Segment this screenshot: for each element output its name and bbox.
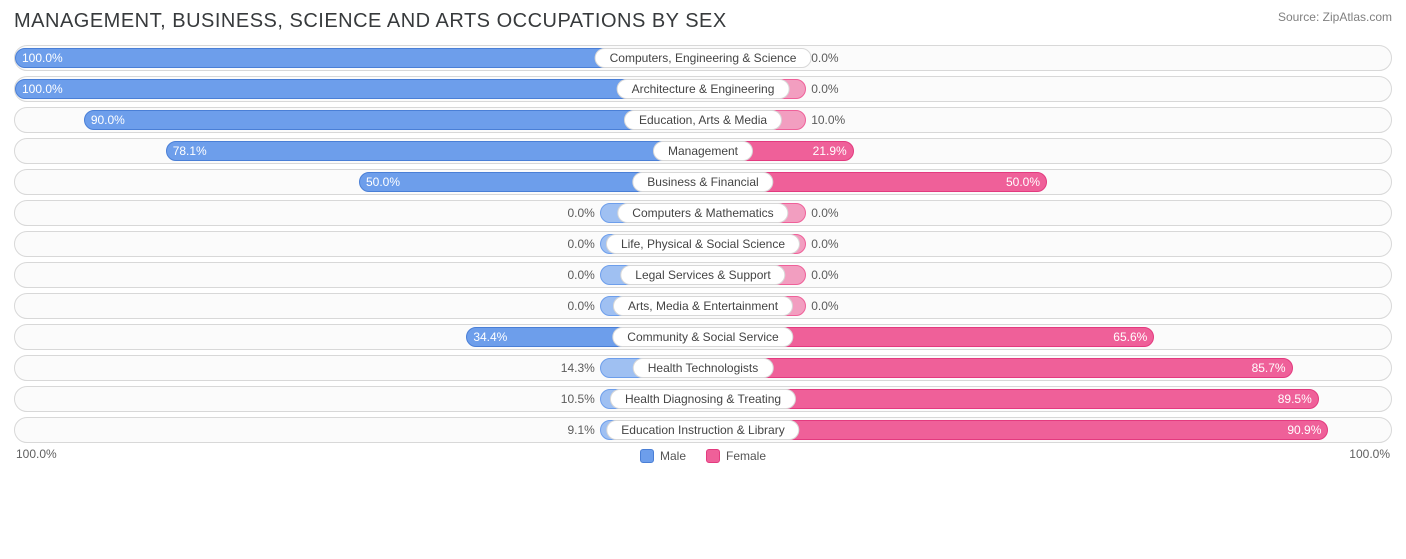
female-pct-label: 0.0% — [805, 237, 838, 251]
diverging-bar-chart: MANAGEMENT, BUSINESS, SCIENCE AND ARTS O… — [0, 0, 1406, 471]
male-pct-label: 9.1% — [567, 423, 600, 437]
chart-row: 78.1% 21.9% Management — [14, 138, 1392, 164]
category-label: Education Instruction & Library — [606, 420, 799, 440]
category-label: Computers, Engineering & Science — [595, 48, 812, 68]
chart-row: 100.0%0.0%Computers, Engineering & Scien… — [14, 45, 1392, 71]
chart-row: 0.0% 0.0% Legal Services & Support — [14, 262, 1392, 288]
chart-header: MANAGEMENT, BUSINESS, SCIENCE AND ARTS O… — [14, 10, 1392, 33]
female-pct-label: 90.9% — [1287, 423, 1321, 437]
male-pct-label: 100.0% — [22, 82, 63, 96]
male-bar: 90.0% — [84, 110, 703, 130]
female-pct-label: 89.5% — [1278, 392, 1312, 406]
chart-row: 10.5% 89.5% Health Diagnosing & Treating — [14, 386, 1392, 412]
male-pct-label: 50.0% — [366, 175, 400, 189]
chart-source: Source: ZipAtlas.com — [1278, 10, 1392, 24]
chart-row: 100.0% 0.0% Architecture & Engineering — [14, 76, 1392, 102]
chart-rows: 100.0% 0.0% Computers, Engineering & Scien… — [14, 45, 1392, 443]
chart-row: 0.0% 0.0% Arts, Media & Entertainment — [14, 293, 1392, 319]
male-pct-label: 90.0% — [91, 113, 125, 127]
category-label: Health Technologists — [633, 358, 774, 378]
chart-row: 14.3% 85.7% Health Technologists — [14, 355, 1392, 381]
male-pct-label: 0.0% — [567, 268, 600, 282]
female-pct-label: 65.6% — [1113, 330, 1147, 344]
category-label: Education, Arts & Media — [624, 110, 782, 130]
legend-male-label: Male — [660, 449, 686, 463]
chart-row: 9.1% 90.9% Education Instruction & Library — [14, 417, 1392, 443]
chart-row: 34.4% 65.6% Community & Social Service — [14, 324, 1392, 350]
category-label: Legal Services & Support — [620, 265, 785, 285]
male-bar: 78.1% — [166, 141, 703, 161]
category-label: Arts, Media & Entertainment — [613, 296, 793, 316]
female-pct-label: 85.7% — [1252, 361, 1286, 375]
chart-row: 50.0% 50.0% Business & Financial — [14, 169, 1392, 195]
legend: Male Female — [640, 449, 766, 463]
female-pct-label: 21.9% — [813, 144, 847, 158]
male-pct-label: 100.0% — [22, 51, 63, 65]
female-pct-label: 0.0% — [805, 268, 838, 282]
chart-row: 90.0% 10.0% Education, Arts & Media — [14, 107, 1392, 133]
legend-female-label: Female — [726, 449, 766, 463]
legend-female-swatch — [706, 449, 720, 463]
category-label: Community & Social Service — [612, 327, 793, 347]
chart-row: 0.0% 0.0% Life, Physical & Social Science — [14, 231, 1392, 257]
chart-row: 0.0% 0.0% Computers & Mathematics — [14, 200, 1392, 226]
chart-title: MANAGEMENT, BUSINESS, SCIENCE AND ARTS O… — [14, 10, 727, 33]
legend-male-swatch — [640, 449, 654, 463]
male-pct-label: 0.0% — [567, 206, 600, 220]
category-label: Computers & Mathematics — [617, 203, 788, 223]
category-label: Architecture & Engineering — [617, 79, 790, 99]
female-pct-label: 50.0% — [1006, 175, 1040, 189]
category-label: Health Diagnosing & Treating — [610, 389, 796, 409]
female-bar: 85.7% — [703, 358, 1293, 378]
male-pct-label: 34.4% — [473, 330, 507, 344]
female-pct-label: 10.0% — [805, 113, 845, 127]
male-pct-label: 0.0% — [567, 237, 600, 251]
male-pct-label: 0.0% — [567, 299, 600, 313]
axis-labels: 100.0% Male Female 100.0% — [14, 443, 1392, 463]
male-bar: 100.0% — [15, 79, 703, 99]
female-pct-label: 0.0% — [805, 299, 838, 313]
female-pct-label: 0.0% — [805, 206, 838, 220]
axis-right-label: 100.0% — [1349, 447, 1390, 463]
axis-left-label: 100.0% — [16, 447, 57, 463]
legend-male: Male — [640, 449, 686, 463]
legend-female: Female — [706, 449, 766, 463]
category-label: Management — [653, 141, 753, 161]
category-label: Life, Physical & Social Science — [606, 234, 800, 254]
male-pct-label: 78.1% — [173, 144, 207, 158]
female-pct-label: 0.0% — [805, 82, 838, 96]
category-label: Business & Financial — [632, 172, 773, 192]
male-pct-label: 10.5% — [561, 392, 601, 406]
male-pct-label: 14.3% — [561, 361, 601, 375]
